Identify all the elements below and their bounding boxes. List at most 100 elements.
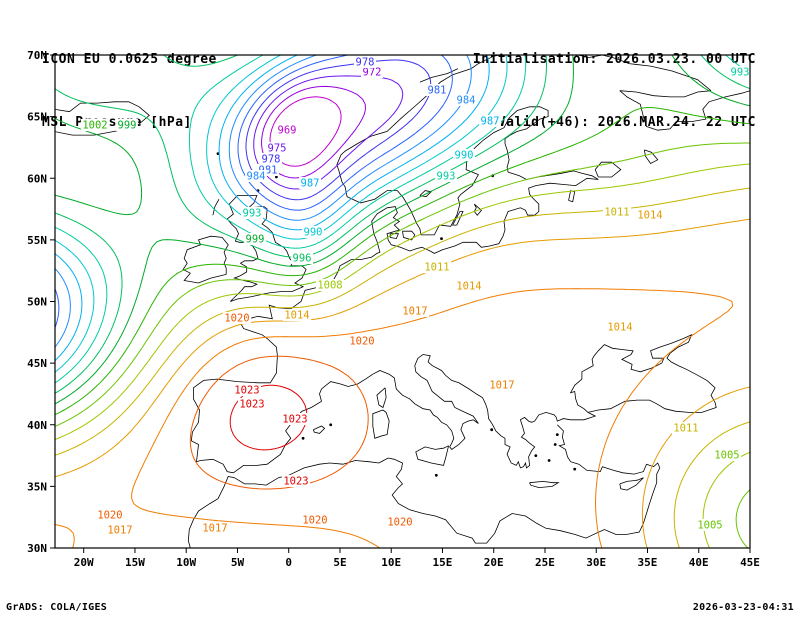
contour-label: 1011	[424, 262, 449, 274]
contour-label: 999	[118, 120, 137, 132]
contour-label-mask	[222, 312, 252, 324]
contour-972	[261, 85, 366, 179]
contour-label-mask	[426, 84, 448, 96]
coastline	[415, 445, 449, 466]
contour-label-mask	[282, 309, 312, 321]
contour-label-mask	[280, 413, 310, 425]
coastline	[233, 334, 717, 474]
coastline	[568, 190, 576, 203]
contour-990	[55, 55, 508, 373]
contour-label-mask	[454, 280, 484, 292]
contour-label: 1023	[283, 476, 308, 488]
contour-label: 1020	[302, 515, 327, 527]
contour-label: 1005	[697, 520, 722, 532]
contour-1011	[55, 187, 750, 548]
lon-tick-label: 5W	[231, 556, 245, 569]
contour-label-mask	[361, 66, 383, 78]
contour-label-mask	[400, 305, 430, 317]
contour-label: 1011	[673, 423, 698, 435]
island-dot	[553, 443, 557, 446]
lat-tick-label: 55N	[27, 234, 47, 247]
contour-label-mask	[479, 115, 501, 127]
contour-label: 1020	[224, 313, 249, 325]
creation-timestamp: 2026-03-23-04:31	[692, 602, 794, 613]
coastline	[594, 161, 622, 178]
contour-987	[55, 55, 490, 362]
lon-tick-label: 10E	[381, 556, 401, 569]
contour-label: 969	[278, 125, 297, 137]
lon-tick-label: 15E	[433, 556, 453, 569]
contour-1008	[55, 163, 750, 548]
contour-993	[55, 55, 750, 384]
contour-981	[55, 55, 453, 328]
contour-label-mask	[291, 252, 313, 264]
lon-tick-label: 20W	[74, 556, 94, 569]
island-dot	[534, 454, 538, 457]
contour-996	[55, 55, 750, 394]
island-dot	[573, 467, 577, 471]
contour-label: 1017	[202, 523, 227, 535]
contour-label-mask	[385, 516, 415, 528]
lat-tick-label: 45N	[27, 357, 47, 370]
contour-label-mask	[232, 384, 262, 396]
init-time: Initialisation: 2026.03.23. 00 UTC	[472, 52, 756, 67]
coastline	[644, 149, 659, 165]
contour-label-mask	[347, 335, 377, 347]
contour-label: 1020	[387, 517, 412, 529]
coastline	[212, 199, 220, 216]
contour-label: 990	[304, 227, 323, 239]
contour-label: 1017	[107, 525, 132, 537]
island-dot	[329, 423, 333, 427]
contour-label: 987	[481, 116, 500, 128]
contour-label-mask	[712, 449, 742, 461]
lat-tick-label: 35N	[27, 480, 47, 493]
coastline	[402, 230, 416, 241]
coastline	[226, 195, 307, 302]
contour-label: 1020	[349, 336, 374, 348]
contour-label-mask	[116, 119, 138, 131]
contour-label-mask	[354, 56, 376, 68]
contour-label-mask	[671, 422, 701, 434]
contour-label-mask	[422, 261, 452, 273]
contour-label-mask	[302, 226, 324, 238]
contour-984	[55, 55, 472, 348]
contour-label: 1011	[604, 207, 629, 219]
lon-tick-label: 5E	[333, 556, 346, 569]
contour-label: 981	[428, 85, 447, 97]
contour-1005	[55, 142, 750, 548]
lat-tick-label: 65N	[27, 111, 47, 124]
island-dot	[434, 473, 438, 477]
contour-label-mask	[241, 207, 263, 219]
contour-label: 1017	[402, 306, 427, 318]
contour-969	[269, 96, 342, 167]
contour-label-mask	[435, 170, 457, 182]
contour-label: 999	[246, 234, 265, 246]
contour-label: 1023	[282, 414, 307, 426]
contour-label: 984	[457, 95, 476, 107]
coastline	[187, 424, 661, 548]
contour-label: 1002	[82, 120, 107, 132]
contour-label-mask	[729, 66, 750, 78]
contour-label: 978	[262, 154, 281, 166]
contour-978	[245, 59, 432, 201]
contour-label-mask	[244, 233, 266, 245]
contour-label-mask	[635, 209, 665, 221]
contour-labels-group: 9699729759789789819819849849879879909909…	[80, 56, 750, 537]
contour-label: 1023	[239, 399, 264, 411]
contour-label-mask	[245, 170, 267, 182]
contour-label-mask	[276, 124, 298, 136]
contour-label-mask	[200, 522, 230, 534]
contour-label: 975	[268, 143, 287, 155]
coastline	[190, 55, 599, 474]
contour-label-mask	[315, 279, 345, 291]
contour-label-mask	[105, 524, 135, 536]
coastline	[376, 387, 387, 409]
lon-tick-label: 30E	[586, 556, 606, 569]
contour-1002	[55, 107, 750, 416]
contour-label-mask	[602, 206, 632, 218]
lon-tick-label: 15W	[125, 556, 145, 569]
contour-label-mask	[237, 398, 267, 410]
contour-1014	[55, 218, 750, 548]
contour-label-mask	[80, 119, 110, 131]
contour-label: 972	[363, 67, 382, 79]
